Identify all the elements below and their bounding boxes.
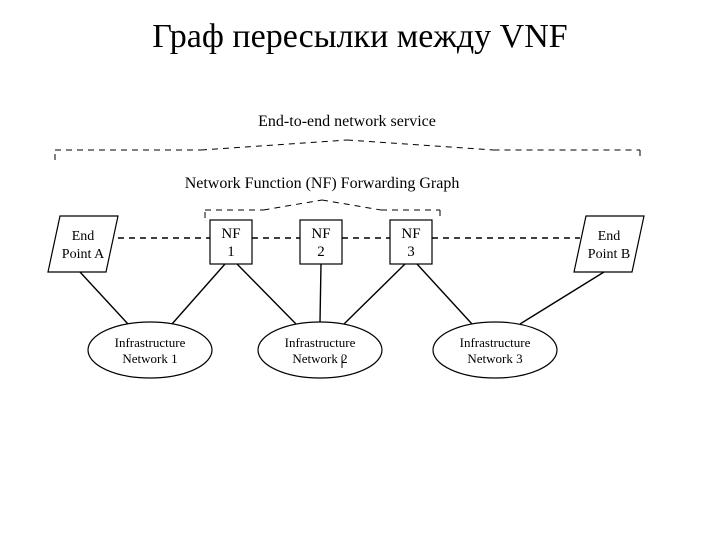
infrastructure-network [88,322,212,378]
svg-text:Point B: Point B [588,247,630,262]
nf-forwarding-graph-label: Network Function (NF) Forwarding Graph [185,175,460,192]
infrastructure-network [258,322,382,378]
slide: Граф пересылки между VNF End-to-end netw… [0,0,720,540]
infra-link [80,272,128,324]
svg-text:Network 2: Network 2 [292,351,347,366]
infra-link [417,264,472,324]
infra-link [172,264,225,324]
svg-text:Infrastructure: Infrastructure [285,335,356,350]
svg-text:Network 1: Network 1 [122,351,177,366]
svg-text:NF: NF [221,226,240,242]
infrastructure-network [433,322,557,378]
svg-text:2: 2 [317,244,325,260]
svg-text:NF: NF [401,226,420,242]
svg-text:Point A: Point A [62,247,105,262]
svg-text:Infrastructure: Infrastructure [460,335,531,350]
infra-link [320,264,321,322]
infra-link [520,272,604,324]
svg-text:End: End [72,229,95,244]
svg-text:1: 1 [227,244,235,260]
vnf-forwarding-diagram: End-to-end network service Network Functi… [0,0,720,540]
svg-text:Infrastructure: Infrastructure [115,335,186,350]
end-point-a [48,216,118,272]
svg-text:NF: NF [311,226,330,242]
svg-text:End: End [598,229,621,244]
end-point-b [574,216,644,272]
svg-text:Network 3: Network 3 [467,351,522,366]
infra-link [237,264,296,324]
e2e-service-label: End-to-end network service [258,113,436,130]
svg-text:3: 3 [407,244,415,260]
infra-link [344,264,405,324]
